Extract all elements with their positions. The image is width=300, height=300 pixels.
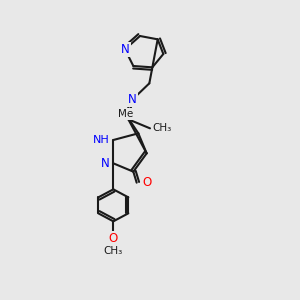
Text: O: O (143, 176, 152, 189)
Text: N: N (128, 93, 137, 106)
Text: N: N (121, 43, 129, 56)
Text: Me: Me (118, 109, 133, 119)
Text: CH₃: CH₃ (104, 246, 123, 256)
Text: NH: NH (93, 135, 109, 145)
Text: N: N (100, 157, 109, 170)
Text: CH₃: CH₃ (152, 123, 171, 133)
Text: O: O (109, 232, 118, 245)
